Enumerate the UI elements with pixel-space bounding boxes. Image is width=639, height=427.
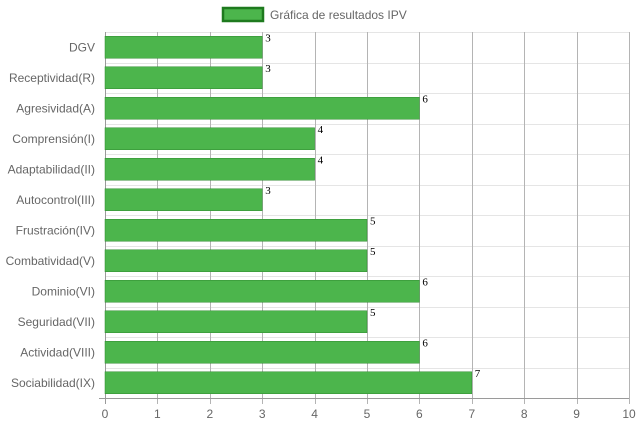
data-label: 3: [265, 32, 271, 44]
x-tick-label: 1: [154, 407, 161, 421]
legend-swatch: [221, 6, 265, 23]
data-label: 6: [422, 337, 428, 349]
bar[interactable]: [104, 66, 263, 89]
data-label: 5: [370, 246, 376, 258]
data-label: 6: [422, 93, 428, 105]
data-label: 5: [370, 307, 376, 319]
x-tick-label: 2: [206, 407, 213, 421]
category-label: Autocontrol(III): [16, 193, 95, 207]
category-label: Agresividad(A): [16, 101, 95, 115]
data-labels: 3 3 6 4 4 3 5 5 6 5 6 7: [265, 32, 481, 380]
bar[interactable]: [104, 158, 315, 181]
bar[interactable]: [104, 188, 263, 211]
data-label: 3: [265, 63, 271, 75]
data-label: 6: [422, 276, 428, 288]
bar[interactable]: [104, 371, 473, 394]
data-label: 4: [318, 124, 324, 136]
category-labels: DGV Receptividad(R) Agresividad(A) Comprens…: [6, 40, 95, 390]
x-tick-label: 9: [573, 407, 580, 421]
legend[interactable]: Gráfica de resultados IPV: [221, 6, 407, 23]
category-label: Adaptabilidad(II): [8, 162, 95, 176]
bar[interactable]: [104, 341, 420, 364]
x-tick-label: 6: [416, 407, 423, 421]
category-label: Receptividad(R): [9, 71, 95, 85]
bar[interactable]: [104, 97, 420, 120]
bar[interactable]: [104, 36, 263, 59]
category-label: Actividad(VIII): [20, 345, 95, 359]
bar[interactable]: [104, 310, 368, 333]
bar[interactable]: [104, 127, 315, 150]
data-label: 5: [370, 215, 376, 227]
category-label: Combatividad(V): [6, 254, 95, 268]
x-tick-label: 0: [102, 407, 109, 421]
category-label: Sociabilidad(IX): [11, 376, 95, 390]
data-label: 4: [318, 154, 324, 166]
x-tick-label: 4: [311, 407, 318, 421]
category-label: Comprensión(I): [12, 132, 95, 146]
x-tick-label: 3: [259, 407, 266, 421]
x-tick-label: 7: [468, 407, 475, 421]
x-tick-label: 5: [364, 407, 371, 421]
legend-label: Gráfica de resultados IPV: [270, 8, 407, 22]
data-label: 7: [475, 368, 481, 380]
bar[interactable]: [104, 249, 368, 272]
bar[interactable]: [104, 280, 420, 303]
x-tick-label: 8: [521, 407, 528, 421]
x-tick-label: 10: [622, 407, 636, 421]
x-axis-ticks: 0 1 2 3 4 5 6 7 8 9 10: [102, 407, 636, 421]
category-label: Dominio(VI): [32, 284, 95, 298]
bar[interactable]: [104, 219, 368, 242]
category-label: Frustración(IV): [16, 223, 95, 237]
bars-group: [104, 36, 473, 394]
category-label: DGV: [69, 40, 95, 54]
category-label: Seguridad(VII): [18, 315, 95, 329]
data-label: 3: [265, 185, 271, 197]
